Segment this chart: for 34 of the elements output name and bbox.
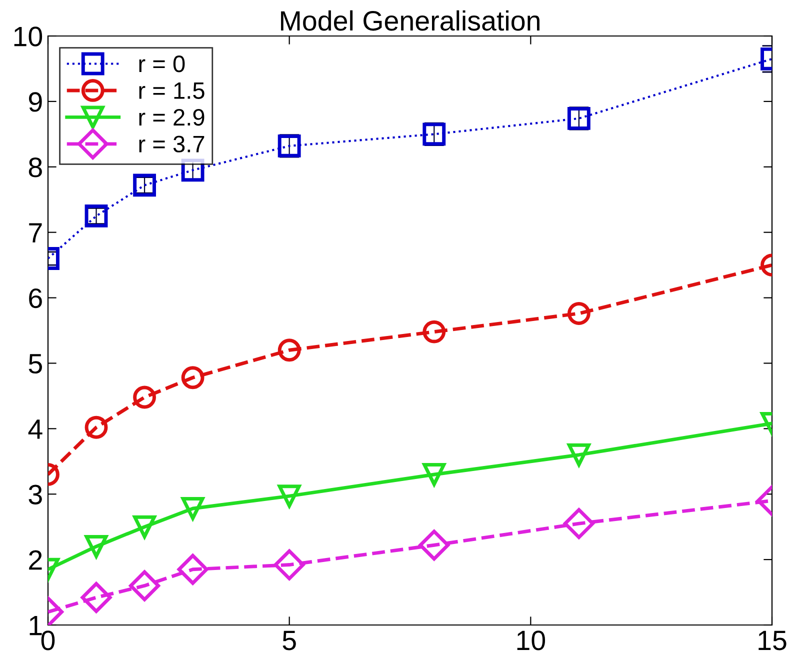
point [133,515,156,538]
y-tick-label: 3 [28,484,42,504]
x-tick-label: 10 [517,630,546,650]
point [418,530,450,561]
y-tick-label: 6 [29,288,42,308]
point [177,554,208,585]
x-tick-label: 15 [758,630,786,650]
x-tick-label: 0 [41,630,55,650]
y-tick-label: 4 [28,420,42,439]
y-tick-label: 9 [28,92,42,112]
point [80,582,112,613]
y-tick-label: 7 [29,223,42,242]
point [181,366,204,390]
legend-label: r = 1.5 [139,82,204,99]
point [129,570,160,602]
point [133,386,156,409]
y-tick-label: 5 [28,354,42,374]
y-tick-label: 10 [14,26,42,46]
point [278,338,301,362]
chart-title: Model Generalisation [281,10,540,31]
point [563,508,594,540]
point [567,302,590,325]
x-tick-label: 5 [282,630,296,650]
point [278,484,301,508]
point [422,320,446,344]
legend-label: r = 0 [139,56,185,72]
point [84,416,108,439]
y-tick-label: 1 [30,616,42,636]
legend-label: r = 3.7 [139,136,204,152]
point [567,443,590,466]
y-tick-label: 8 [28,158,42,178]
y-tick-label: 2 [29,550,42,570]
legend-label: r = 2.9 [139,108,204,126]
point [274,549,305,580]
